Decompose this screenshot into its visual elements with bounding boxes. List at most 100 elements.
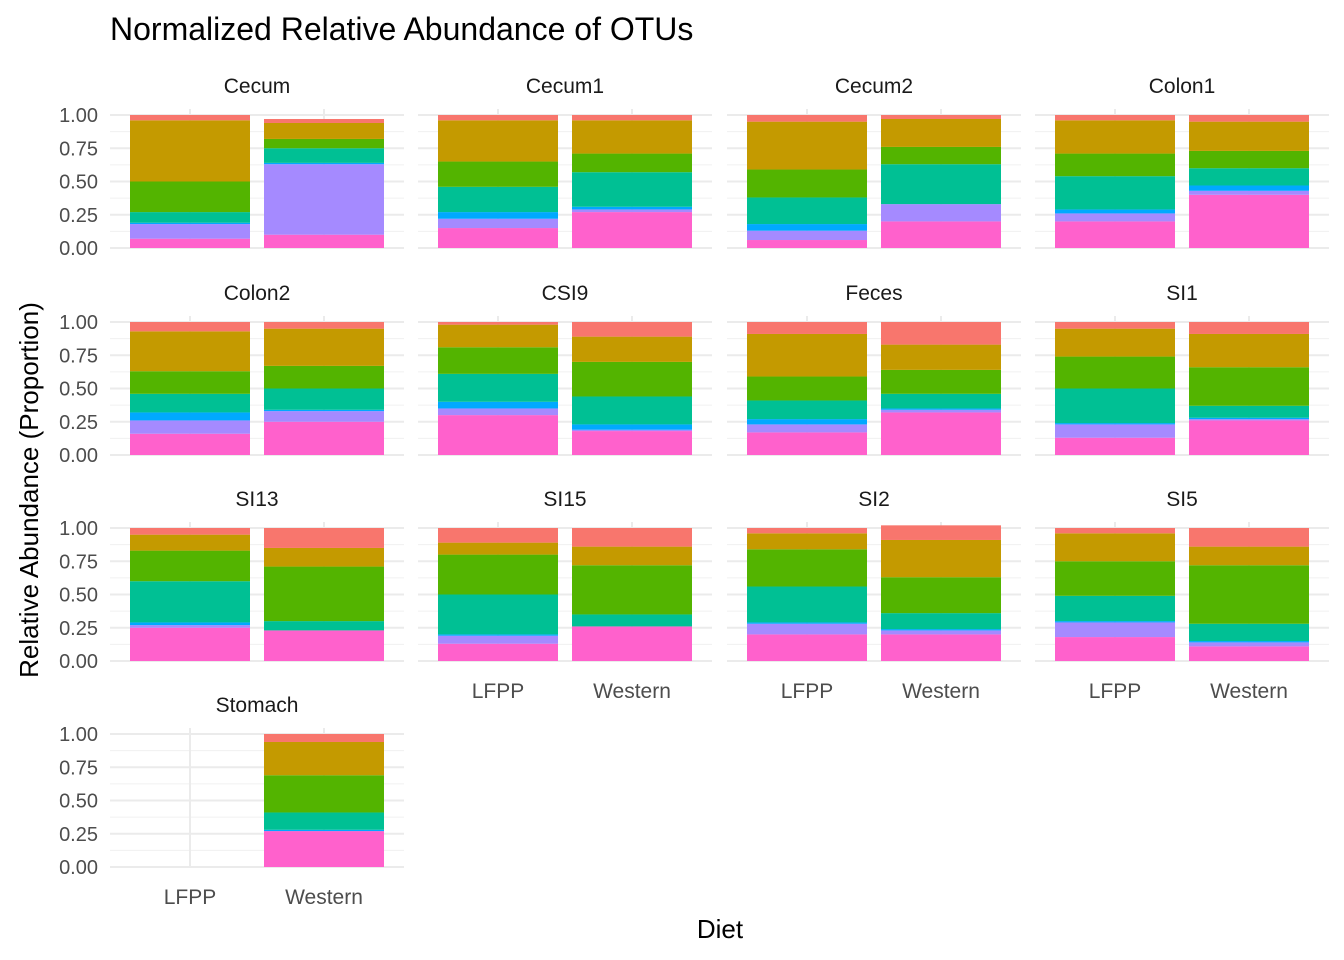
bar-segment	[572, 614, 692, 627]
facet-label: Stomach	[216, 694, 299, 717]
facet-label: Colon1	[1149, 75, 1216, 98]
bar-segment	[881, 204, 1001, 222]
bar-segment	[572, 626, 692, 661]
bar-segment	[438, 228, 558, 248]
bar-segment	[264, 547, 384, 567]
bar-segment	[130, 331, 250, 372]
y-tick-label: 0.50	[59, 379, 98, 401]
bar-segment	[264, 421, 384, 455]
bar-segment	[1189, 150, 1309, 169]
bar-segment	[1189, 546, 1309, 566]
x-tick-label: Western	[593, 680, 671, 703]
bar-segment	[1189, 194, 1309, 248]
bar-segment	[264, 621, 384, 631]
bar-segment	[438, 347, 558, 374]
bar-segment	[881, 322, 1001, 345]
bar-segment	[1055, 120, 1175, 154]
bar-segment	[264, 162, 384, 165]
bar-segment	[881, 525, 1001, 540]
facet-label: Colon2	[224, 282, 291, 305]
bar-segment	[438, 218, 558, 229]
bar-segment	[572, 153, 692, 173]
bar-segment	[1189, 641, 1309, 643]
bar-segment	[881, 630, 1001, 635]
bar-segment	[1055, 621, 1175, 623]
bar-segment	[881, 393, 1001, 409]
x-tick-label: LFPP	[472, 680, 525, 703]
bar-segment	[264, 388, 384, 410]
bar-segment	[572, 361, 692, 397]
x-tick-label: Western	[902, 680, 980, 703]
bar-segment	[264, 411, 384, 422]
bar-segment	[747, 121, 867, 170]
y-tick-label: 0.75	[59, 551, 98, 573]
bar-segment	[130, 222, 250, 225]
bar-segment	[438, 554, 558, 595]
bar-segment	[1189, 623, 1309, 642]
bar-segment	[130, 120, 250, 182]
facet-panel: CSI9	[418, 282, 712, 456]
bar-segment	[1189, 646, 1309, 661]
facet-label: SI1	[1166, 282, 1198, 305]
bar-segment	[130, 322, 250, 332]
bar-segment	[264, 775, 384, 813]
bar-segment	[438, 643, 558, 661]
bar-segment	[264, 734, 384, 742]
bar-segment	[1189, 419, 1309, 421]
bar-segment	[1055, 322, 1175, 329]
x-tick-label: LFPP	[164, 886, 217, 909]
bar-segment	[130, 420, 250, 434]
bar-segment	[881, 412, 1001, 455]
bar-segment	[130, 528, 250, 535]
facet-panel: Cecum2	[727, 75, 1021, 249]
bar-segment	[264, 365, 384, 389]
bar-segment	[1189, 322, 1309, 334]
facet-label: CSI9	[542, 282, 589, 305]
bar-segment	[130, 238, 250, 248]
bar-segment	[130, 433, 250, 455]
bar-segment	[572, 206, 692, 210]
bar-segment	[1055, 528, 1175, 534]
bar-segment	[1189, 642, 1309, 647]
bar-segment	[264, 630, 384, 661]
bar-segment	[438, 415, 558, 455]
y-tick-label: 0.50	[59, 585, 98, 607]
bar-segment	[1189, 190, 1309, 195]
bar-segment	[438, 161, 558, 187]
bar-segment	[438, 542, 558, 555]
bar-segment	[1189, 417, 1309, 420]
bar-segment	[572, 172, 692, 207]
facet-panel: Cecum 0.00 0.25 0.50 0.75 1.00	[59, 75, 404, 260]
bar-segment	[438, 324, 558, 348]
bar-segment	[881, 613, 1001, 630]
bar-segment	[747, 419, 867, 425]
bar-segment	[1055, 622, 1175, 638]
bar-segment	[1189, 333, 1309, 368]
bar-segment	[572, 120, 692, 154]
bar-segment	[747, 197, 867, 225]
bar-segment	[130, 581, 250, 623]
bar-segment	[747, 424, 867, 433]
bar-segment	[438, 635, 558, 644]
facet-panel: SI15 LFPP Western	[418, 488, 712, 703]
bar-segment	[130, 550, 250, 582]
bar-segment	[130, 622, 250, 626]
y-tick-label: 0.75	[59, 138, 98, 160]
bar-segment	[572, 429, 692, 432]
bar-segment	[1055, 356, 1175, 389]
facet-panel: Cecum1	[418, 75, 712, 249]
bar-segment	[1055, 221, 1175, 248]
facet-label: SI5	[1166, 488, 1198, 511]
bar-segment	[572, 424, 692, 430]
bar-segment	[264, 118, 384, 123]
x-tick-label: LFPP	[1089, 680, 1142, 703]
bar-segment	[747, 432, 867, 455]
bar-segment	[264, 812, 384, 830]
bar-segment	[572, 396, 692, 425]
bar-segment	[747, 333, 867, 377]
bar-segment	[747, 528, 867, 534]
bar-segment	[881, 629, 1001, 631]
facet-panel: SI2 LFPP Western	[727, 488, 1021, 703]
bar-segment	[438, 322, 558, 325]
facet-label: Cecum2	[835, 75, 913, 98]
